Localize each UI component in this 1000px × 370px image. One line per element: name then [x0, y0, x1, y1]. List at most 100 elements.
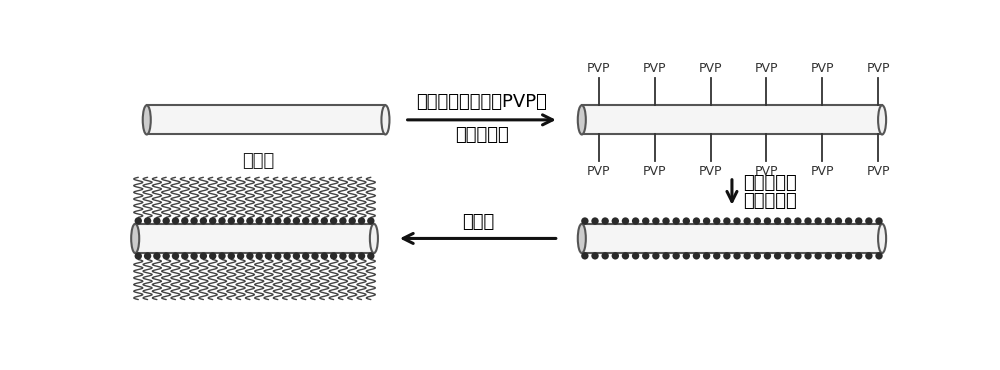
Circle shape: [265, 217, 272, 225]
Text: PVP: PVP: [755, 62, 778, 75]
Ellipse shape: [578, 224, 586, 253]
Circle shape: [256, 217, 263, 225]
Circle shape: [302, 217, 309, 225]
Circle shape: [265, 252, 272, 260]
Text: PVP: PVP: [587, 62, 610, 75]
Circle shape: [190, 252, 198, 260]
Circle shape: [804, 252, 812, 259]
Circle shape: [274, 252, 282, 260]
Circle shape: [237, 252, 244, 260]
Circle shape: [591, 252, 599, 259]
Circle shape: [274, 217, 282, 225]
Circle shape: [703, 217, 710, 225]
Circle shape: [228, 217, 235, 225]
Circle shape: [283, 252, 291, 260]
Circle shape: [612, 217, 619, 225]
Circle shape: [135, 252, 142, 260]
Circle shape: [153, 252, 161, 260]
Circle shape: [683, 217, 690, 225]
Circle shape: [845, 217, 852, 225]
Circle shape: [723, 217, 731, 225]
Circle shape: [162, 217, 170, 225]
Circle shape: [144, 252, 151, 260]
Circle shape: [642, 252, 649, 259]
Circle shape: [764, 252, 771, 259]
Text: PVP: PVP: [699, 62, 722, 75]
Circle shape: [855, 252, 862, 259]
Circle shape: [200, 217, 207, 225]
Circle shape: [311, 252, 319, 260]
Circle shape: [683, 252, 690, 259]
Text: PVP: PVP: [811, 165, 834, 178]
Circle shape: [172, 217, 179, 225]
Text: 的原位水解: 的原位水解: [744, 192, 797, 211]
Ellipse shape: [381, 105, 389, 134]
Circle shape: [283, 217, 291, 225]
Circle shape: [293, 252, 300, 260]
Text: PVP: PVP: [699, 165, 722, 178]
Text: 棉纤维: 棉纤维: [242, 152, 275, 170]
Circle shape: [330, 252, 337, 260]
Text: 聚乙烯吵咋烷酮（PVP）: 聚乙烯吵咋烷酮（PVP）: [416, 92, 547, 111]
Circle shape: [256, 252, 263, 260]
Circle shape: [855, 217, 862, 225]
Circle shape: [162, 252, 170, 260]
Ellipse shape: [370, 224, 378, 253]
Circle shape: [703, 252, 710, 259]
Text: PVP: PVP: [643, 165, 666, 178]
Circle shape: [672, 252, 680, 259]
Circle shape: [358, 252, 365, 260]
Circle shape: [865, 252, 873, 259]
Text: PVP: PVP: [866, 165, 890, 178]
Circle shape: [349, 252, 356, 260]
Text: PVP: PVP: [811, 62, 834, 75]
Circle shape: [601, 217, 609, 225]
Ellipse shape: [878, 105, 886, 134]
Circle shape: [321, 217, 328, 225]
Bar: [582, 224, 882, 253]
Circle shape: [652, 217, 660, 225]
Ellipse shape: [878, 224, 886, 253]
Text: 正硅酸乙酯: 正硅酸乙酯: [744, 174, 797, 192]
Circle shape: [794, 252, 802, 259]
Circle shape: [200, 252, 207, 260]
Circle shape: [367, 217, 375, 225]
Circle shape: [612, 252, 619, 259]
Bar: [135, 224, 374, 253]
Circle shape: [693, 217, 700, 225]
Circle shape: [764, 217, 771, 225]
Circle shape: [662, 217, 670, 225]
Circle shape: [293, 217, 300, 225]
Circle shape: [723, 252, 731, 259]
Circle shape: [218, 252, 226, 260]
Text: PVP: PVP: [587, 165, 610, 178]
Circle shape: [754, 217, 761, 225]
Bar: [582, 105, 882, 134]
Text: PVP: PVP: [866, 62, 890, 75]
Circle shape: [358, 217, 365, 225]
Circle shape: [622, 217, 629, 225]
Circle shape: [804, 217, 812, 225]
Circle shape: [733, 217, 741, 225]
Circle shape: [825, 252, 832, 259]
Circle shape: [794, 217, 802, 225]
Circle shape: [814, 252, 822, 259]
Circle shape: [190, 217, 198, 225]
Circle shape: [754, 252, 761, 259]
Circle shape: [591, 217, 599, 225]
Circle shape: [652, 252, 660, 259]
Circle shape: [814, 217, 822, 225]
Text: 溶液预处理: 溶液预处理: [455, 126, 509, 144]
Circle shape: [601, 252, 609, 259]
Circle shape: [713, 217, 720, 225]
Circle shape: [835, 217, 842, 225]
Circle shape: [693, 252, 700, 259]
Circle shape: [144, 217, 151, 225]
Circle shape: [135, 217, 142, 225]
Circle shape: [835, 252, 842, 259]
Circle shape: [632, 252, 639, 259]
Circle shape: [784, 217, 791, 225]
Circle shape: [865, 217, 873, 225]
Circle shape: [642, 217, 649, 225]
Circle shape: [825, 217, 832, 225]
